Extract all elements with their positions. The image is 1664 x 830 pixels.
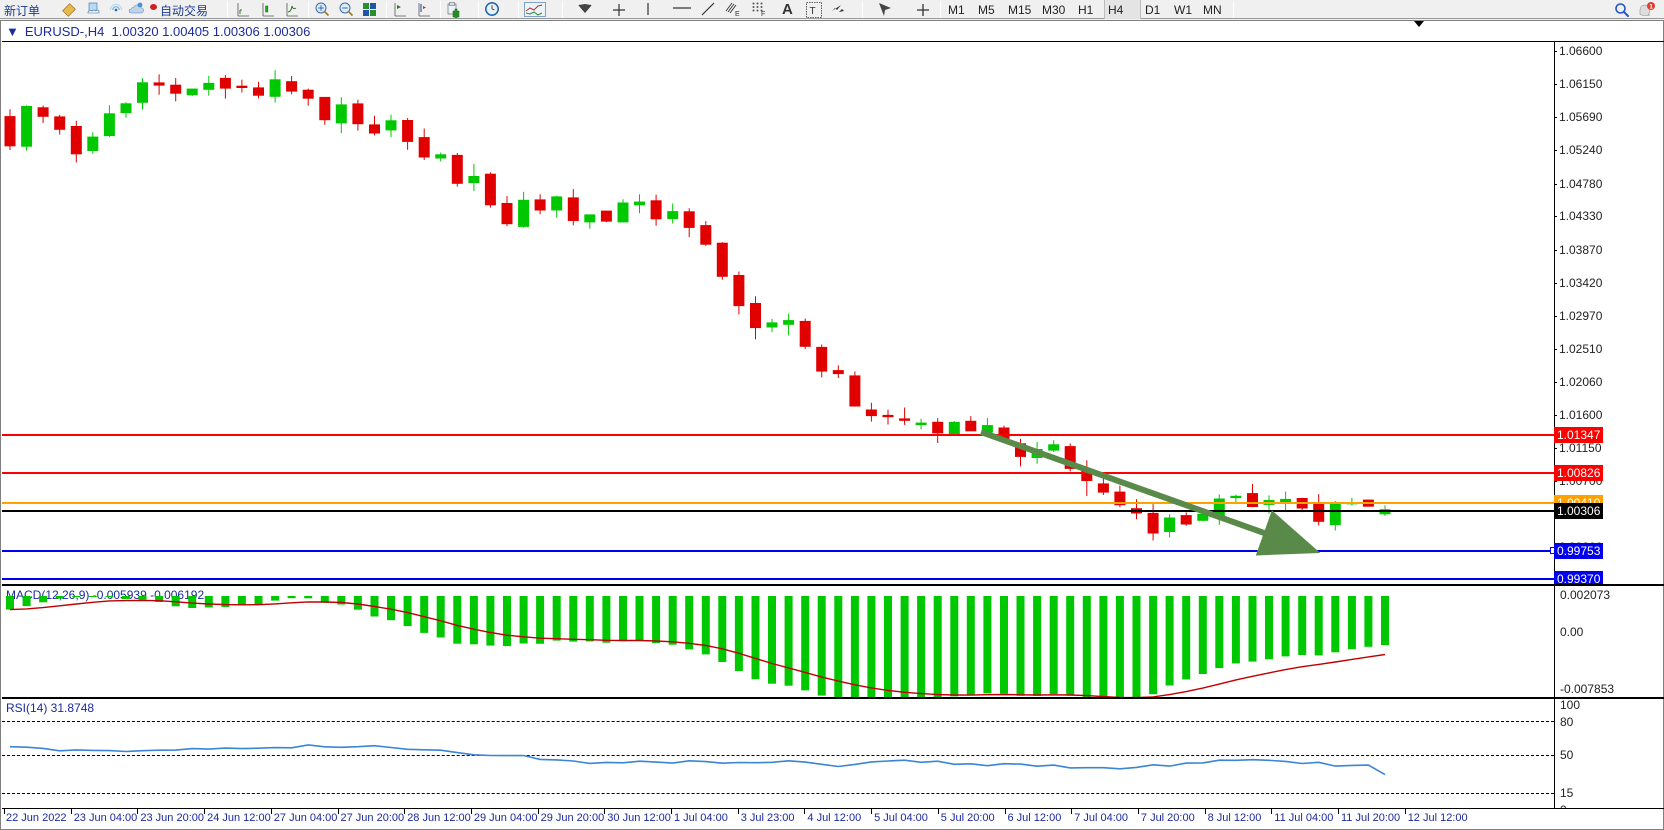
- svg-text:E: E: [735, 11, 740, 17]
- svg-text:1: 1: [1649, 4, 1653, 11]
- svg-text:T: T: [810, 6, 816, 17]
- svg-text:F: F: [761, 11, 765, 16]
